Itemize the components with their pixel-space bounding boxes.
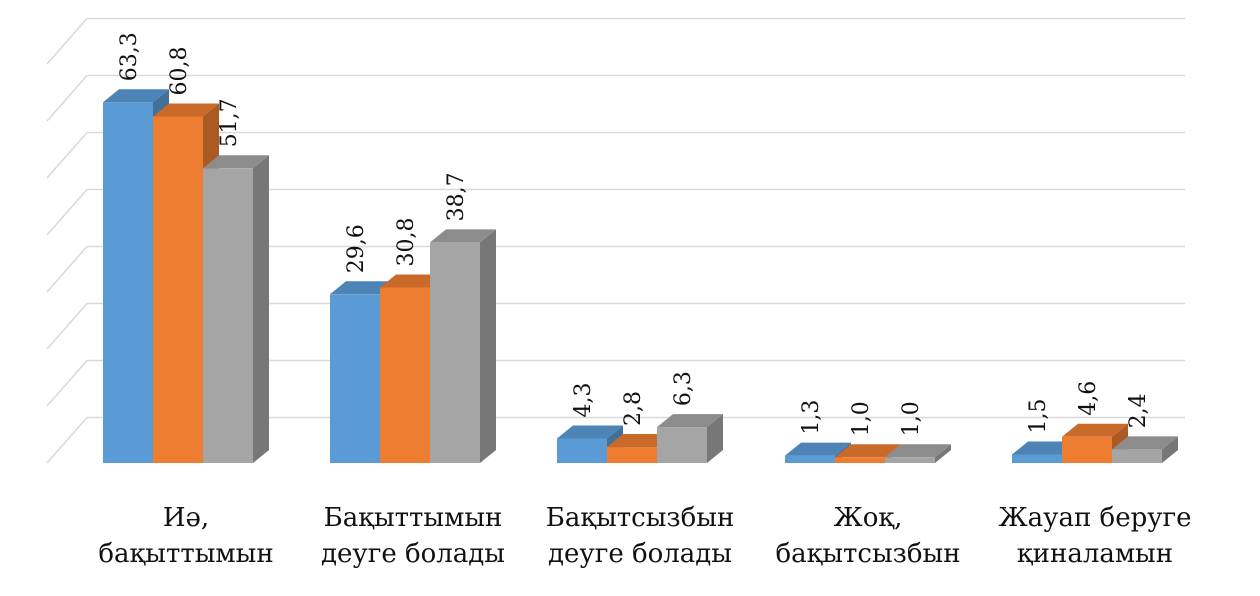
data-label: 2,8 xyxy=(621,391,646,426)
bar xyxy=(1062,436,1112,463)
data-label: 2,4 xyxy=(1126,393,1151,428)
bar xyxy=(380,287,430,463)
category-label-line: бақыттымын xyxy=(98,539,274,569)
category-label: Бақыттымын деуге болады xyxy=(298,500,528,572)
data-label: 38,7 xyxy=(444,172,469,221)
data-label: 63,3 xyxy=(117,32,142,81)
category-label: Жоқ, бақытсызбын xyxy=(753,500,983,572)
bar xyxy=(1012,454,1062,463)
bar-top xyxy=(330,281,396,295)
data-label: 4,6 xyxy=(1076,381,1101,416)
data-label: 1,0 xyxy=(849,401,874,436)
bar-top xyxy=(607,434,673,448)
bar xyxy=(657,427,707,463)
bar-top xyxy=(380,274,446,288)
category-label: Иә, бақыттымын xyxy=(71,500,301,572)
bar-side xyxy=(935,444,951,463)
bar xyxy=(430,242,480,463)
bar xyxy=(153,116,203,463)
bar-top xyxy=(153,103,219,117)
bar-top xyxy=(657,414,723,428)
data-label: 30,8 xyxy=(394,217,419,266)
bar xyxy=(835,457,885,463)
category-label-line: Иә, xyxy=(162,503,210,533)
bar xyxy=(885,457,935,463)
data-label: 6,3 xyxy=(671,371,696,406)
data-label: 60,8 xyxy=(167,46,192,95)
bar-top xyxy=(1012,441,1078,455)
category-label-line: Бақыттымын xyxy=(323,503,503,533)
category-label-line: бақытсызбын xyxy=(775,539,961,569)
category-label: Бақытсызбын деуге болады xyxy=(525,500,755,572)
category-label-line: деуге болады xyxy=(321,539,505,569)
category-label-line: Жоқ, xyxy=(833,503,903,533)
category-label-line: деуге болады xyxy=(548,539,732,569)
gridline-diagonal xyxy=(46,303,88,350)
bar xyxy=(103,102,153,463)
bar xyxy=(607,447,657,463)
category-label-line: Бақытсызбын xyxy=(545,503,735,533)
gridline-diagonal xyxy=(46,360,88,407)
bar xyxy=(557,438,607,463)
gridline-diagonal xyxy=(46,18,88,65)
bar-side xyxy=(1162,436,1178,463)
bar-side xyxy=(253,155,269,463)
data-label: 29,6 xyxy=(344,224,369,273)
data-label: 4,3 xyxy=(571,382,596,417)
bar-top xyxy=(203,155,269,169)
bar-top xyxy=(1062,423,1128,437)
bar-top xyxy=(1112,436,1178,450)
gridline-diagonal xyxy=(46,246,88,293)
bar-top xyxy=(557,425,623,439)
bar-side xyxy=(480,229,496,463)
bar xyxy=(330,294,380,463)
gridline-diagonal xyxy=(46,132,88,179)
gridline-diagonal xyxy=(46,75,88,122)
bar xyxy=(203,168,253,463)
bar xyxy=(785,455,835,463)
category-label: Жауап беруге қиналамын xyxy=(980,500,1210,572)
gridline-diagonal xyxy=(46,417,88,464)
data-label: 1,3 xyxy=(799,400,824,435)
bar xyxy=(1112,449,1162,463)
category-label-line: қиналамын xyxy=(1016,539,1174,569)
bar-top xyxy=(785,442,851,456)
bar-side xyxy=(707,414,723,463)
data-label: 51,7 xyxy=(217,98,242,147)
bar-top xyxy=(835,444,901,458)
bar-top xyxy=(103,89,169,103)
data-label: 1,0 xyxy=(899,401,924,436)
bar-top xyxy=(430,229,496,243)
data-label: 1,5 xyxy=(1026,398,1051,433)
gridline-diagonal xyxy=(46,189,88,236)
category-label-line: Жауап беруге xyxy=(998,503,1192,533)
bar-top xyxy=(885,444,951,458)
